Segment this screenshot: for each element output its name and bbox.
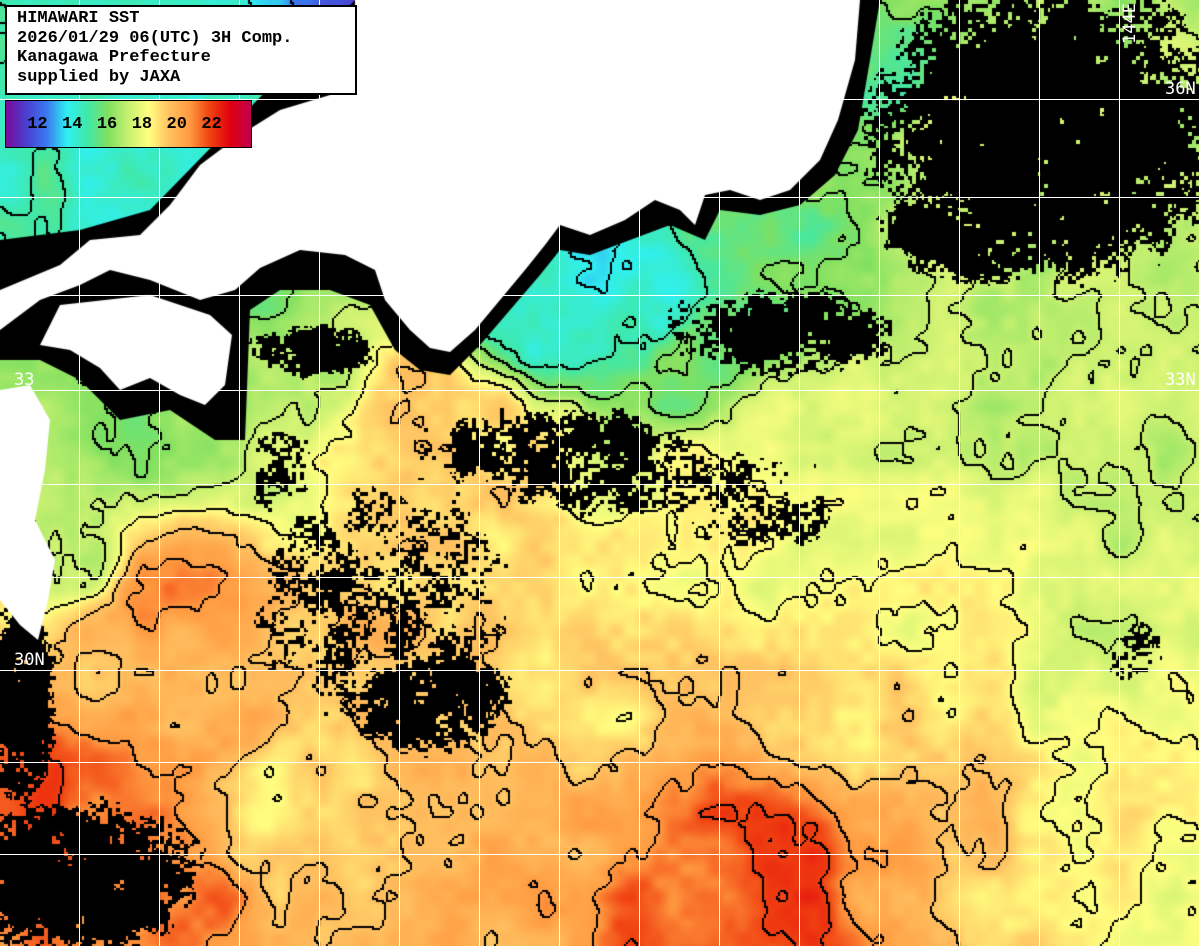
title-box: HIMAWARI SST 2026/01/29 06(UTC) 3H Comp.… (5, 5, 357, 95)
temperature-colorbar: 12 14 16 18 20 22 (5, 100, 252, 148)
provider-prefecture: Kanagawa Prefecture (17, 48, 211, 67)
data-supplier: supplied by JAXA (17, 67, 181, 87)
lat-label-36n: 36N (1165, 79, 1196, 99)
lat-label-33n-right: 33N (1165, 370, 1196, 390)
colorbar-label: 22 (201, 114, 222, 134)
colorbar-label: 18 (131, 114, 153, 134)
lon-label-136e: 136E (480, 3, 500, 44)
lat-label-33-left: 33 (14, 370, 35, 390)
product-title: HIMAWARI SST (17, 9, 140, 28)
lat-label-30n: 30N (14, 650, 45, 670)
lon-label-144e: 144E (1120, 3, 1140, 44)
colorbar-label: 16 (96, 114, 118, 134)
colorbar-label: 14 (62, 114, 83, 134)
observation-time: 2026/01/29 06(UTC) 3H Comp. (17, 28, 293, 48)
colorbar-label: 20 (166, 114, 187, 134)
colorbar-label: 12 (27, 114, 48, 134)
